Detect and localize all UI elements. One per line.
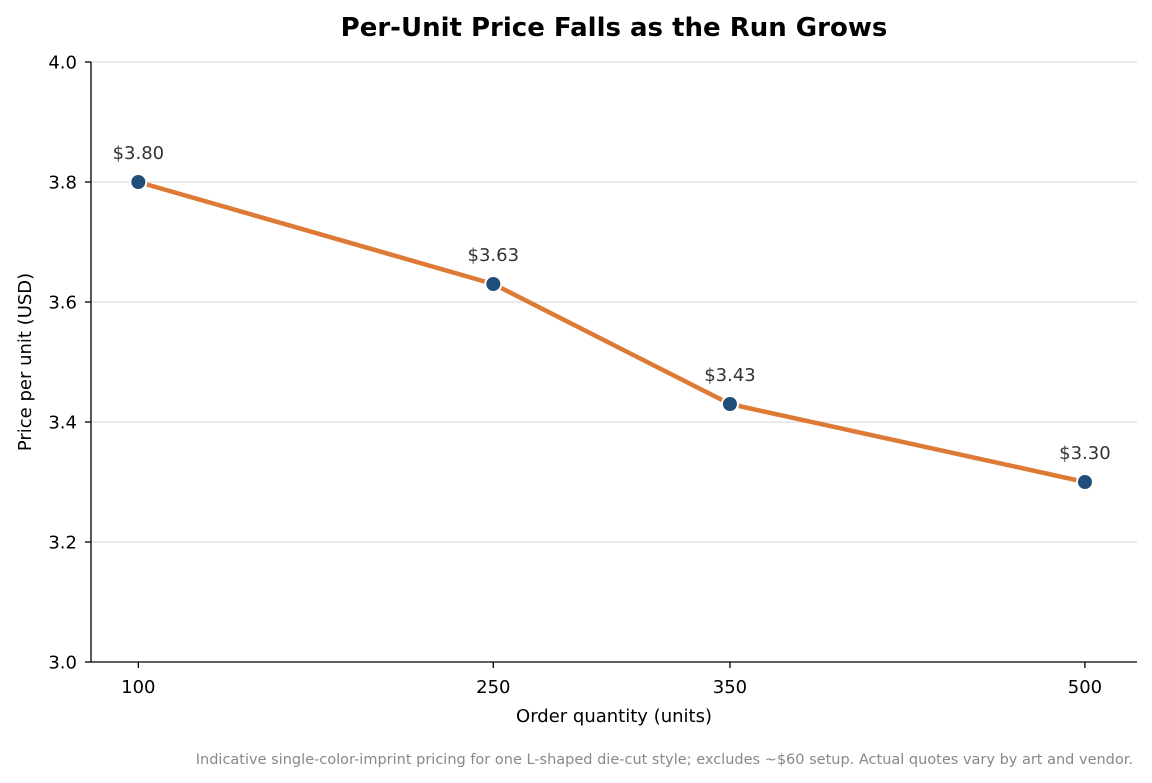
x-tick-label: 500 <box>1068 677 1102 698</box>
y-axis-label: Price per unit (USD) <box>15 273 36 451</box>
chart-title: Per-Unit Price Falls as the Run Grows <box>341 13 888 43</box>
axes <box>90 62 1137 663</box>
data-label: $3.80 <box>113 143 165 164</box>
data-point <box>129 173 148 191</box>
y-tick-label: 3.0 <box>48 653 77 674</box>
y-tick-label: 4.0 <box>48 53 77 74</box>
x-tick-label: 250 <box>476 677 510 698</box>
x-axis-label: Order quantity (units) <box>516 706 712 727</box>
footnote: Indicative single-color-imprint pricing … <box>196 752 1133 768</box>
y-tick-label: 3.8 <box>48 173 77 194</box>
data-point <box>484 275 503 293</box>
data-label: $3.63 <box>468 245 520 266</box>
y-tick-label: 3.4 <box>48 413 77 434</box>
y-tick-label: 3.2 <box>48 533 77 554</box>
gridlines <box>91 61 1137 543</box>
x-tick-label: 350 <box>713 677 747 698</box>
series-line <box>136 179 1088 485</box>
series-layer <box>129 173 1094 491</box>
x-tick-label: 100 <box>121 677 155 698</box>
tick-labels: 3.0 3.2 3.4 3.6 3.8 4.0 100 250 350 500 <box>48 53 1102 699</box>
data-label: $3.43 <box>704 365 756 386</box>
data-point <box>720 395 739 413</box>
data-labels: $3.80 $3.63 $3.43 $3.30 <box>113 143 1111 464</box>
data-point <box>1075 473 1094 491</box>
y-tick-label: 3.6 <box>48 293 77 314</box>
data-label: $3.30 <box>1059 443 1111 464</box>
